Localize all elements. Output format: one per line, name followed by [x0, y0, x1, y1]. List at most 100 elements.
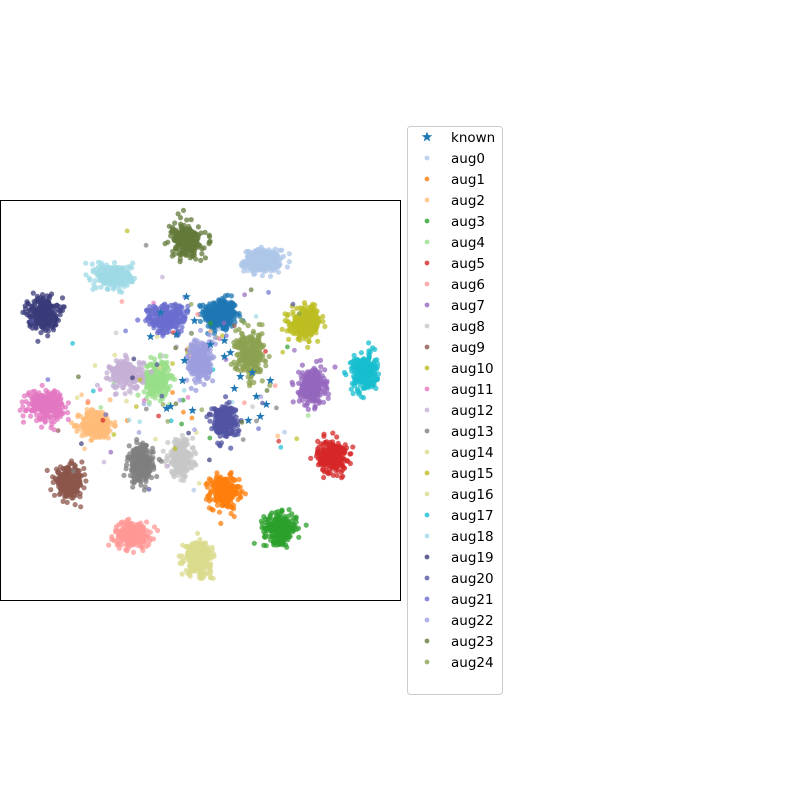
- data-point: [85, 398, 91, 404]
- data-point: [124, 228, 130, 234]
- data-point: [284, 264, 290, 270]
- data-point: [350, 390, 356, 397]
- data-point: [19, 399, 25, 405]
- data-point: [343, 372, 349, 378]
- data-point: [280, 536, 286, 542]
- data-point: [362, 370, 369, 376]
- data-point: [126, 443, 132, 449]
- data-point: [177, 560, 183, 567]
- data-point: [241, 268, 247, 274]
- data-point: [313, 385, 319, 391]
- data-point: [269, 533, 275, 539]
- data-point: [193, 462, 199, 468]
- data-point: [248, 255, 254, 261]
- data-point: [317, 357, 324, 363]
- data-point: [170, 390, 175, 395]
- data-point: [211, 330, 217, 336]
- data-point: [109, 534, 115, 540]
- data-point: [220, 498, 226, 504]
- data-point: [91, 420, 97, 426]
- data-point: [170, 376, 176, 382]
- data-point: [126, 532, 132, 538]
- cluster-aug5: [308, 430, 356, 481]
- data-point: [238, 494, 244, 501]
- data-point: [68, 420, 75, 426]
- data-point: [213, 475, 219, 481]
- data-point: [206, 498, 213, 504]
- data-point: [272, 246, 278, 252]
- data-point: [349, 380, 355, 387]
- data-point: [179, 421, 185, 427]
- data-point: [122, 530, 128, 536]
- data-point: [358, 350, 364, 356]
- data-point: [178, 441, 184, 447]
- data-point: [357, 365, 363, 371]
- data-point: [147, 361, 153, 367]
- data-point: [155, 370, 161, 376]
- data-point: [143, 543, 150, 550]
- data-point: [203, 540, 209, 546]
- data-point: [39, 382, 45, 388]
- data-point: [94, 414, 100, 420]
- data-point: [133, 446, 139, 452]
- data-point: [153, 380, 159, 387]
- data-point: [267, 525, 273, 531]
- data-point: [44, 415, 50, 421]
- data-point: [228, 469, 234, 476]
- data-point: [303, 373, 309, 380]
- data-point: [299, 362, 305, 368]
- data-point: [85, 426, 91, 432]
- data-point: [139, 450, 145, 456]
- data-point: [263, 349, 268, 354]
- data-point: [150, 455, 156, 461]
- data-point: [60, 466, 66, 472]
- data-point: [239, 263, 245, 269]
- data-point: [250, 404, 255, 410]
- data-point: [307, 324, 313, 330]
- cluster-aug0: [238, 244, 292, 279]
- data-point: [78, 413, 84, 419]
- data-point: [48, 487, 54, 493]
- data-point: [119, 519, 125, 525]
- data-point: [228, 293, 235, 299]
- data-point: [295, 389, 301, 395]
- data-point: [74, 480, 80, 486]
- data-point: [360, 395, 367, 401]
- data-point: [276, 438, 282, 444]
- data-point: [119, 299, 125, 304]
- data-point: [280, 349, 286, 355]
- data-point: [284, 544, 290, 550]
- data-point: [116, 522, 122, 528]
- data-point: [160, 448, 166, 454]
- data-point: [143, 242, 149, 248]
- data-point: [216, 316, 222, 322]
- data-point: [122, 391, 128, 397]
- data-point: [151, 524, 158, 530]
- data-point: [83, 260, 89, 266]
- data-point: [296, 398, 302, 404]
- data-point: [110, 369, 116, 375]
- data-point: [203, 314, 209, 320]
- data-point: [216, 326, 222, 332]
- data-point: [269, 252, 276, 258]
- data-point: [23, 407, 29, 413]
- data-point: [291, 515, 297, 521]
- data-point: [322, 449, 329, 455]
- data-point: [47, 406, 53, 412]
- data-point: [125, 525, 131, 531]
- data-point: [27, 413, 34, 419]
- data-point: [83, 478, 89, 484]
- data-point: [322, 367, 328, 373]
- data-point: [287, 527, 293, 533]
- data-point: [310, 375, 317, 381]
- data-point: [60, 484, 66, 490]
- data-point: [304, 397, 310, 403]
- data-point: [130, 532, 136, 538]
- data-point: [138, 460, 144, 466]
- data-point: [360, 376, 366, 383]
- data-point: [134, 439, 140, 446]
- data-point: [98, 405, 104, 410]
- data-point: [74, 395, 80, 401]
- data-point: [112, 423, 118, 429]
- data-point: [322, 440, 328, 446]
